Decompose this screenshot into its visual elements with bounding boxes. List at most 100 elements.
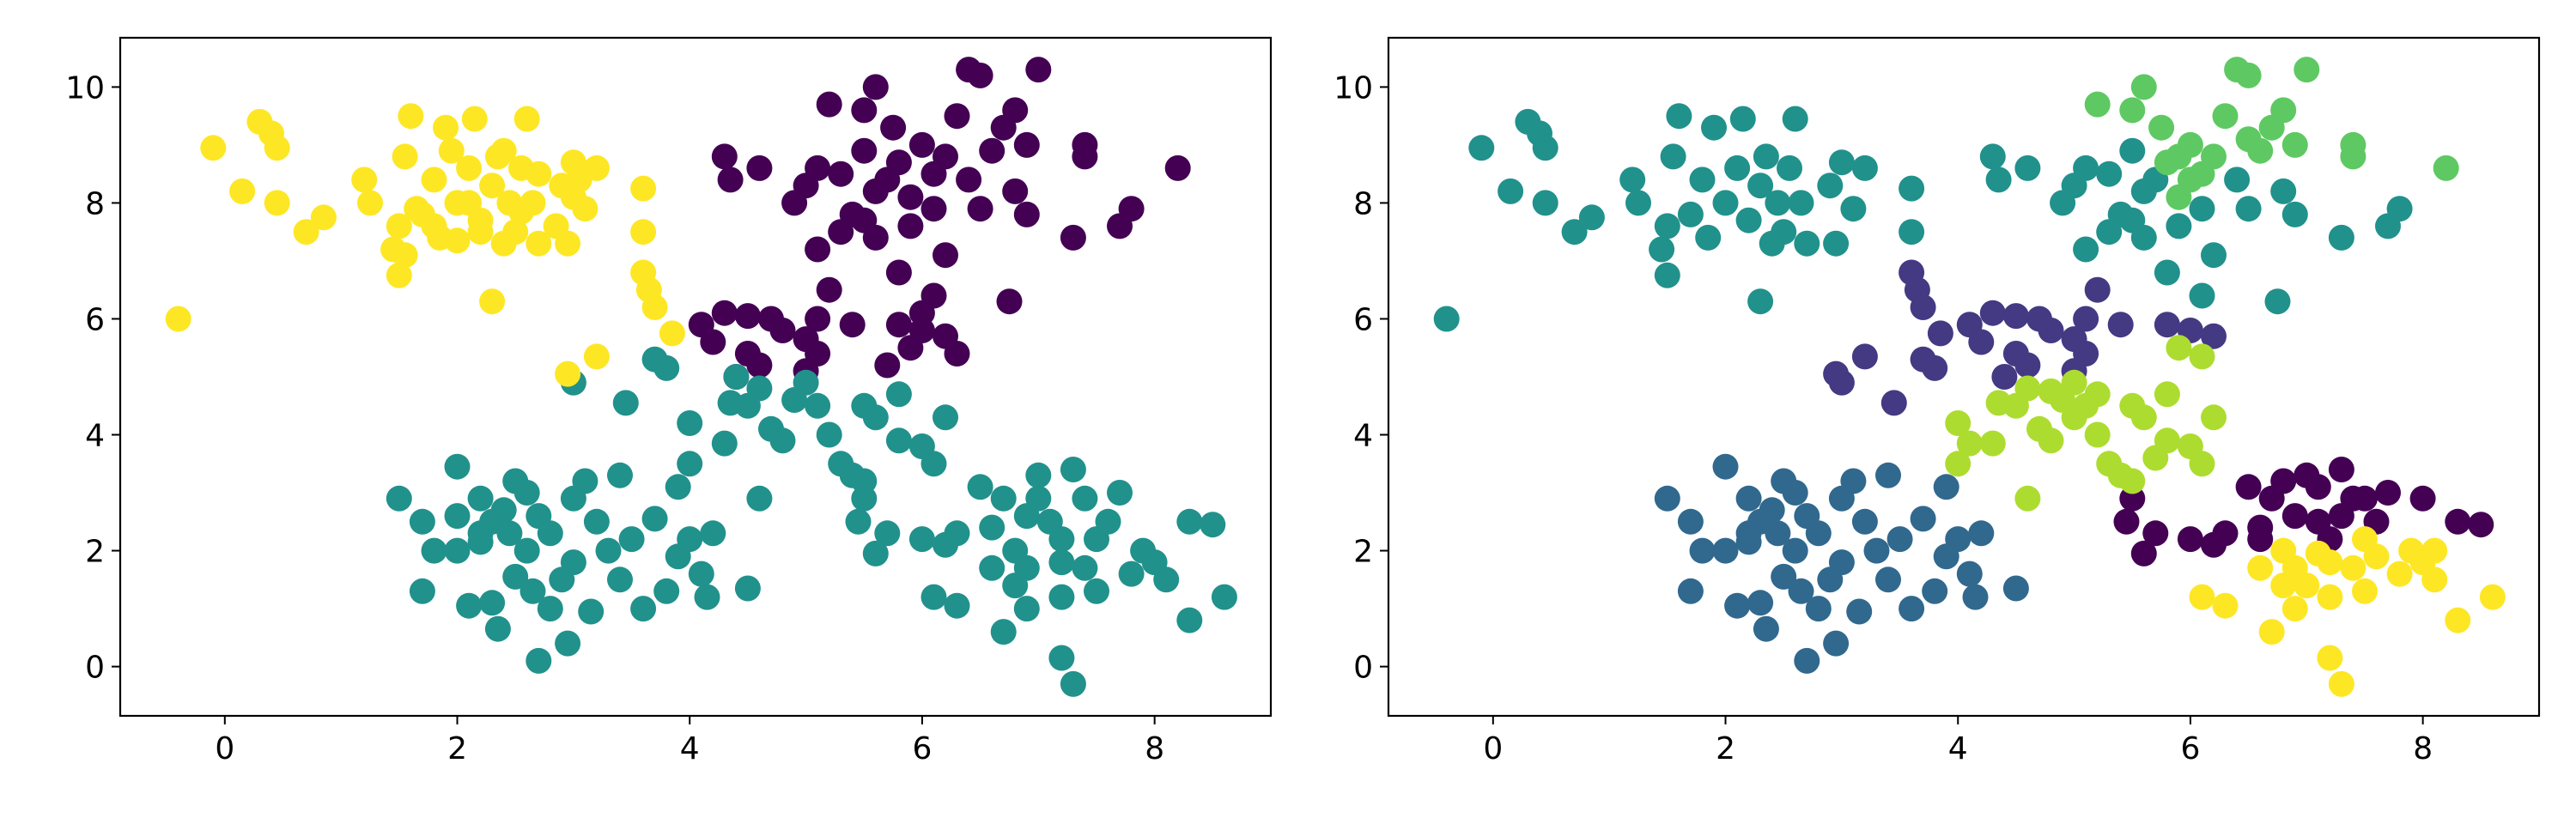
scatter-point <box>566 167 592 193</box>
scatter-point <box>908 300 935 326</box>
scatter-point <box>607 566 633 593</box>
scatter-point <box>537 596 563 622</box>
scatter-point <box>1753 615 1779 642</box>
scatter-point <box>2154 259 2180 286</box>
scatter-point <box>1695 224 1722 251</box>
y-tick-label: 10 <box>1334 70 1373 106</box>
scatter-point <box>723 364 750 390</box>
scatter-point <box>746 352 773 379</box>
scatter-point <box>1851 154 1878 181</box>
scatter-point <box>816 91 842 118</box>
scatter-point <box>490 137 517 164</box>
x-tick-label: 0 <box>1483 731 1503 766</box>
scatter-point <box>1747 590 1774 616</box>
scatter-point <box>874 520 901 547</box>
scatter-point <box>2421 566 2448 593</box>
scatter-point <box>1875 566 1901 593</box>
scatter-point <box>2189 584 2215 610</box>
scatter-point <box>2061 404 2087 431</box>
scatter-point <box>1712 453 1739 480</box>
scatter-point <box>1468 135 1495 161</box>
scatter-point <box>1899 219 1925 245</box>
scatter-point <box>1777 154 1802 181</box>
scatter-point <box>880 114 907 141</box>
scatter-point <box>1880 390 1907 416</box>
scatter-point <box>2201 242 2227 269</box>
scatter-point <box>1968 329 1995 355</box>
scatter-point <box>398 103 424 130</box>
scatter-point <box>456 592 483 619</box>
scatter-point <box>1729 106 1756 132</box>
scatter-point <box>653 354 680 381</box>
scatter-point <box>2119 468 2146 494</box>
scatter-point <box>1846 598 1873 625</box>
scatter-point <box>862 540 889 566</box>
scatter-point <box>526 161 552 187</box>
x-tick-label: 4 <box>680 731 700 766</box>
scatter-point <box>2002 575 2029 602</box>
scatter-point <box>1578 204 1605 231</box>
x-tick-label: 4 <box>1948 731 1968 766</box>
scatter-point <box>2130 178 2157 204</box>
scatter-point <box>1817 566 1844 593</box>
y-tick-label: 4 <box>1353 419 1373 454</box>
scatter-point <box>885 427 912 454</box>
y-tick-label: 10 <box>65 70 105 106</box>
scatter-point <box>990 619 1017 645</box>
scatter-point <box>2340 554 2366 581</box>
scatter-point <box>653 578 680 604</box>
scatter-point <box>746 375 773 402</box>
scatter-point <box>1107 480 1133 506</box>
scatter-point <box>920 584 947 610</box>
scatter-point <box>467 485 494 512</box>
scatter-point <box>828 219 854 245</box>
scatter-point <box>979 554 1005 581</box>
scatter-point <box>1060 670 1086 697</box>
scatter-point <box>1979 143 2006 170</box>
scatter-point <box>688 560 714 587</box>
scatter-point <box>2014 352 2041 379</box>
scatter-point <box>700 520 726 547</box>
scatter-point <box>1625 190 1651 216</box>
scatter-point <box>2479 584 2506 610</box>
scatter-point <box>734 303 761 330</box>
scatter-point <box>438 137 465 164</box>
scatter-point <box>1927 320 1953 347</box>
scatter-point <box>2130 74 2157 100</box>
scatter-point <box>920 451 947 477</box>
scatter-point <box>1724 154 1751 181</box>
scatter-point <box>310 204 337 231</box>
scatter-point <box>165 306 191 332</box>
scatter-point <box>513 106 540 132</box>
y-tick-label: 2 <box>85 535 105 570</box>
scatter-point <box>2084 91 2111 118</box>
scatter-point <box>1013 201 1040 227</box>
x-tick-label: 6 <box>2180 731 2200 766</box>
scatter-point <box>1084 578 1109 604</box>
scatter-point <box>2201 404 2227 431</box>
scatter-point <box>456 190 483 216</box>
scatter-point <box>677 526 703 553</box>
scatter-point <box>409 508 435 535</box>
scatter-point <box>2014 154 2041 181</box>
scatter-point <box>2113 508 2140 535</box>
y-tick-label: 2 <box>1353 535 1373 570</box>
x-tick-label: 2 <box>1716 731 1735 766</box>
scatter-point <box>1176 508 1203 535</box>
scatter-point <box>1823 630 1850 657</box>
scatter-point <box>2014 485 2041 512</box>
scatter-point <box>828 161 854 187</box>
scatter-point <box>933 242 958 269</box>
scatter-point <box>944 103 970 130</box>
scatter-point <box>746 485 773 512</box>
scatter-point <box>2247 554 2274 581</box>
scatter-point <box>2166 143 2192 170</box>
scatter-point <box>264 135 290 161</box>
scatter-point <box>1654 485 1680 512</box>
scatter-point <box>2386 560 2413 587</box>
scatter-point <box>908 131 935 158</box>
scatter-point <box>490 497 517 524</box>
scatter-point <box>543 213 569 239</box>
scatter-point <box>885 259 912 286</box>
scatter-point <box>1211 584 1237 610</box>
